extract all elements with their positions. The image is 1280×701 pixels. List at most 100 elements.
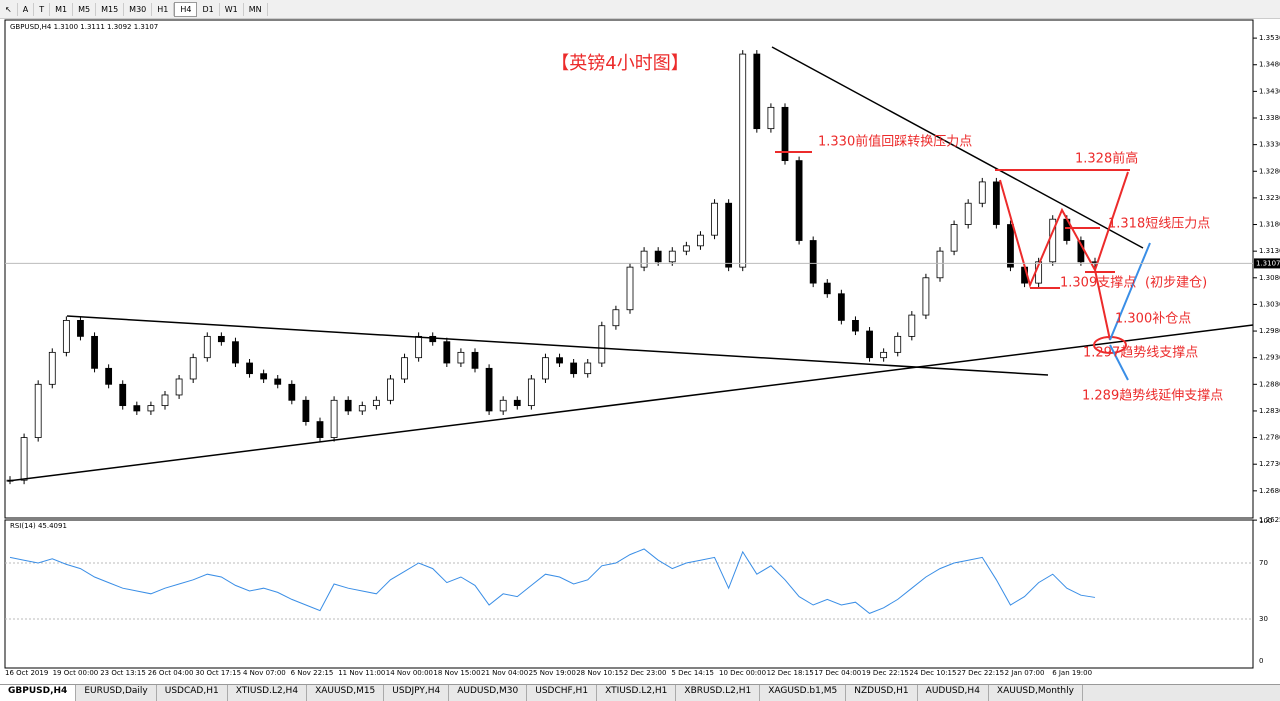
candle bbox=[922, 277, 930, 316]
candle bbox=[330, 399, 338, 438]
candle bbox=[711, 202, 718, 236]
chart-tab[interactable]: USDCAD,H1 bbox=[157, 685, 228, 701]
tool[interactable]: T bbox=[34, 2, 51, 16]
chart-window: GBPUSD,H4 1.3100 1.3111 1.3092 1.3107 RS… bbox=[4, 19, 1280, 677]
timeframe-button[interactable]: MN bbox=[244, 2, 268, 16]
tool[interactable]: A bbox=[18, 2, 35, 16]
chart-tab[interactable]: XAUUSD,M15 bbox=[307, 685, 385, 701]
candle bbox=[682, 245, 690, 252]
candle bbox=[77, 319, 84, 337]
chart-tab[interactable]: GBPUSD,H4 bbox=[0, 685, 77, 701]
x-tick-label: 12 Dec 18:15 bbox=[767, 669, 814, 677]
y-tick-label: 1.3530 bbox=[1259, 34, 1280, 42]
chart-tab[interactable]: NZDUSD,H1 bbox=[846, 685, 918, 701]
chart-tab[interactable]: XAUUSD,Monthly bbox=[989, 685, 1083, 701]
candle bbox=[457, 351, 465, 364]
tool[interactable]: ↖ bbox=[0, 2, 18, 16]
chart-tab[interactable]: EURUSD,Daily bbox=[76, 685, 157, 701]
chart-header: GBPUSD,H4 1.3100 1.3111 1.3092 1.3107 bbox=[10, 23, 158, 31]
candle bbox=[133, 405, 141, 412]
candle bbox=[767, 106, 775, 130]
chart-tab[interactable]: XBRUSD.L2,H1 bbox=[676, 685, 761, 701]
chart-tab[interactable]: XTIUSD.L2,H1 bbox=[597, 685, 677, 701]
timeframe-button[interactable]: M5 bbox=[73, 2, 97, 16]
chart-tab[interactable]: AUDUSD,H4 bbox=[918, 685, 989, 701]
candle bbox=[274, 378, 282, 385]
y-tick-label: 1.3280 bbox=[1259, 167, 1280, 175]
candle bbox=[175, 378, 183, 396]
x-tick-label: 27 Dec 22:15 bbox=[957, 669, 1004, 677]
y-tick-label: 1.2780 bbox=[1259, 434, 1280, 442]
current-price-label: 1.3107 bbox=[1256, 259, 1280, 267]
candle bbox=[668, 250, 676, 263]
candle bbox=[725, 202, 733, 268]
chart-tab[interactable]: XTIUSD.L2,H4 bbox=[228, 685, 308, 701]
candle bbox=[809, 240, 817, 284]
toolbar: ↖ A T M1 M5 M15 M30 H1 H4 D1 W1 MN bbox=[0, 0, 1280, 19]
chart-tab[interactable]: USDJPY,H4 bbox=[384, 685, 450, 701]
rsi-tick-label: 70 bbox=[1259, 559, 1268, 567]
rsi-tick-label: 100 bbox=[1259, 517, 1272, 525]
candle bbox=[739, 53, 747, 268]
candle bbox=[189, 357, 197, 380]
x-tick-label: 10 Dec 00:00 bbox=[719, 669, 766, 677]
candle bbox=[950, 224, 958, 252]
candle bbox=[232, 341, 239, 364]
candle bbox=[753, 53, 761, 130]
rsi-tick-label: 30 bbox=[1259, 615, 1268, 623]
timeframe-button[interactable]: M30 bbox=[124, 2, 153, 16]
rsi-frame bbox=[4, 519, 1254, 669]
y-tick-label: 1.2680 bbox=[1259, 487, 1280, 495]
candle bbox=[513, 399, 521, 407]
chart-tab[interactable]: XAGUSD.b1,M5 bbox=[760, 685, 847, 701]
x-tick-label: 6 Nov 22:15 bbox=[291, 669, 334, 677]
candle bbox=[443, 341, 451, 364]
candle bbox=[640, 250, 648, 268]
annotation: 1.309支撑点 bbox=[1060, 276, 1136, 291]
timeframe-button[interactable]: M1 bbox=[50, 2, 74, 16]
y-tick-label: 1.2980 bbox=[1259, 327, 1280, 335]
annotation: 1.289趋势线延伸支撑点 bbox=[1082, 388, 1223, 404]
x-tick-label: 19 Dec 22:15 bbox=[862, 669, 909, 677]
candle bbox=[908, 314, 916, 337]
timeframe-button[interactable]: W1 bbox=[220, 2, 244, 16]
candle bbox=[34, 383, 42, 438]
timeframe-button[interactable]: H4 bbox=[174, 1, 198, 17]
y-tick-label: 1.3380 bbox=[1259, 114, 1280, 122]
candle bbox=[936, 250, 944, 279]
candle bbox=[570, 362, 578, 375]
timeframe-button[interactable]: D1 bbox=[197, 2, 220, 16]
arrow bbox=[1109, 344, 1129, 381]
candle bbox=[344, 399, 352, 412]
x-tick-label: 21 Nov 04:00 bbox=[481, 669, 528, 677]
annotation: 1.328前高 bbox=[1075, 151, 1138, 167]
candle bbox=[823, 282, 831, 295]
candle bbox=[852, 319, 859, 332]
candle bbox=[598, 325, 606, 364]
candle bbox=[471, 351, 479, 369]
annotation: (初步建仓) bbox=[1145, 276, 1207, 291]
candle bbox=[302, 399, 310, 422]
timeframe-button[interactable]: H1 bbox=[152, 2, 175, 16]
timeframe-button[interactable]: M15 bbox=[96, 2, 125, 16]
candle bbox=[91, 335, 98, 369]
x-tick-label: 4 Nov 07:00 bbox=[243, 669, 286, 677]
annotation: 1.330前值回踩转换压力点 bbox=[818, 134, 972, 150]
x-tick-label: 11 Nov 11:00 bbox=[338, 669, 385, 677]
y-tick-label: 1.3330 bbox=[1259, 141, 1280, 149]
chart-tab[interactable]: AUDUSD,M30 bbox=[449, 685, 528, 701]
y-tick-label: 1.3180 bbox=[1259, 221, 1280, 229]
chart-tab[interactable]: USDCHF,H1 bbox=[527, 685, 598, 701]
candle bbox=[288, 383, 296, 401]
candle bbox=[795, 160, 803, 241]
y-tick-label: 1.3130 bbox=[1259, 247, 1280, 255]
current-price-box bbox=[1254, 258, 1280, 269]
candle bbox=[894, 335, 902, 353]
y-tick-label: 1.2880 bbox=[1259, 380, 1280, 388]
y-tick-label: 1.3080 bbox=[1259, 274, 1280, 282]
candle bbox=[1007, 224, 1014, 268]
y-tick-label: 1.3480 bbox=[1259, 61, 1280, 69]
rsi-line bbox=[9, 548, 1096, 614]
annotation: 1.297趋势线支撑点 bbox=[1083, 345, 1198, 361]
candle bbox=[499, 399, 507, 412]
